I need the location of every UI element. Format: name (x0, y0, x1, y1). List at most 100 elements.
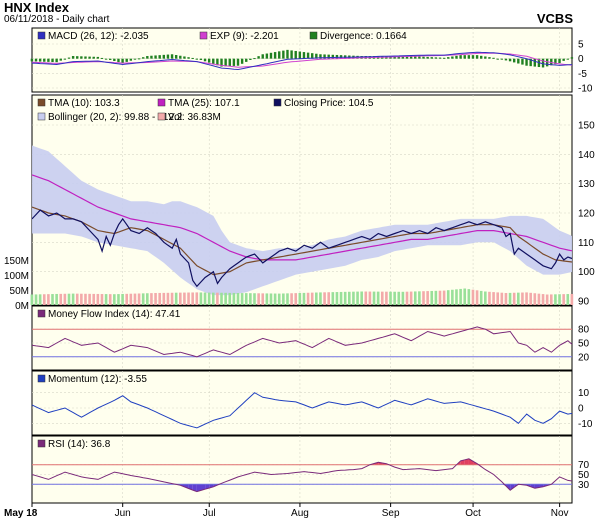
volume-bar (385, 291, 388, 305)
divergence-bar (104, 58, 108, 60)
macd-legend-swatch (199, 31, 208, 40)
rsi-oversold-area (184, 484, 189, 489)
divergence-bar (257, 56, 260, 59)
volume-bar (244, 293, 248, 305)
volume-bar (434, 290, 438, 305)
volume-bar (273, 293, 277, 305)
volume-bar (562, 294, 565, 305)
divergence-bar (414, 56, 417, 59)
volume-bar (500, 292, 504, 305)
volume-bar (512, 292, 516, 305)
divergence-bar (38, 58, 42, 62)
divergence-bar (455, 55, 458, 59)
divergence-bar (261, 54, 264, 59)
volume-bar (80, 293, 83, 305)
rsi-y-tick: 70 (578, 460, 590, 471)
divergence-bar (179, 55, 182, 59)
x-axis-label: Jul (203, 508, 216, 519)
rsi-oversold-area (201, 484, 206, 491)
volume-bar (34, 294, 38, 305)
volume-bar (331, 292, 335, 305)
volume-bar (418, 291, 421, 305)
rsi-overbought-area (468, 458, 474, 465)
volume-bar (413, 291, 417, 305)
divergence-bar (125, 58, 128, 62)
divergence-bar (492, 57, 495, 59)
volume-bar (504, 293, 508, 305)
volume-bar (533, 293, 537, 305)
volume-bar (207, 292, 211, 305)
volume-bar (199, 292, 203, 305)
price-y-tick: 100 (578, 267, 595, 278)
x-axis-label: Nov (551, 508, 569, 519)
divergence-bar (109, 58, 112, 60)
volume-bar (479, 290, 483, 305)
divergence-bar (154, 55, 157, 59)
volume-bar (63, 293, 67, 305)
volume-tick: 150M (4, 256, 29, 267)
volume-bar (492, 292, 495, 305)
divergence-bar (442, 57, 446, 59)
volume-bar (459, 288, 462, 305)
divergence-bar (335, 54, 339, 59)
divergence-bar (525, 58, 528, 66)
volume-bar (174, 292, 178, 305)
volume-bar (141, 293, 145, 305)
volume-bar (455, 289, 458, 305)
tma10-line (31, 206, 573, 276)
price-y-tick: 110 (578, 238, 594, 249)
volume-bar (484, 291, 487, 305)
volume-bar (525, 292, 528, 305)
divergence-bar (71, 56, 75, 59)
volume-bar (92, 293, 96, 305)
divergence-bar (286, 49, 289, 59)
volume-bar (166, 292, 170, 305)
volume-bar (566, 294, 570, 305)
volume-bar (67, 293, 71, 305)
volume-bar (71, 293, 75, 305)
volume-bar (343, 291, 347, 305)
volume-bar (55, 293, 58, 305)
volume-bar (162, 292, 166, 305)
volume-bar (310, 292, 314, 305)
brand-label: VCBS (536, 11, 573, 26)
divergence-bar (245, 58, 248, 62)
volume-bar (42, 294, 46, 305)
macd-line (31, 51, 573, 71)
divergence-bar (302, 52, 306, 59)
volume-bar (47, 294, 50, 305)
divergence-bar (158, 55, 161, 59)
volume-bar (380, 291, 384, 305)
price-legend-swatch (157, 98, 166, 107)
divergence-bar (521, 58, 524, 65)
volume-bar (203, 292, 207, 305)
mfi-legend-swatch (37, 309, 46, 318)
volume-bar (471, 289, 475, 305)
volume-bar (170, 292, 174, 305)
divergence-bar (504, 58, 508, 61)
volume-bar (265, 293, 269, 305)
divergence-bar (306, 52, 310, 59)
price-legend-label: TMA (25): 107.1 (168, 98, 240, 109)
volume-bar (302, 292, 306, 305)
volume-bar (475, 290, 479, 305)
momentum-y-tick: 0 (578, 404, 584, 415)
divergence-bar (232, 58, 236, 66)
closing-price-line (31, 209, 573, 288)
divergence-bar (418, 56, 421, 59)
divergence-bar (409, 56, 413, 59)
divergence-bar (216, 58, 219, 66)
volume-bar (75, 293, 79, 305)
volume-bar (549, 294, 553, 305)
volume-bar (368, 291, 372, 305)
volume-bar (137, 293, 141, 305)
volume-bar (257, 293, 260, 305)
divergence-bar (100, 57, 104, 59)
divergence-bar (463, 55, 466, 59)
divergence-bar (430, 57, 433, 59)
divergence-bar (34, 58, 38, 62)
divergence-bar (323, 54, 326, 59)
volume-bar (117, 294, 120, 305)
rsi-oversold-area (510, 484, 515, 491)
volume-bar (393, 291, 396, 305)
